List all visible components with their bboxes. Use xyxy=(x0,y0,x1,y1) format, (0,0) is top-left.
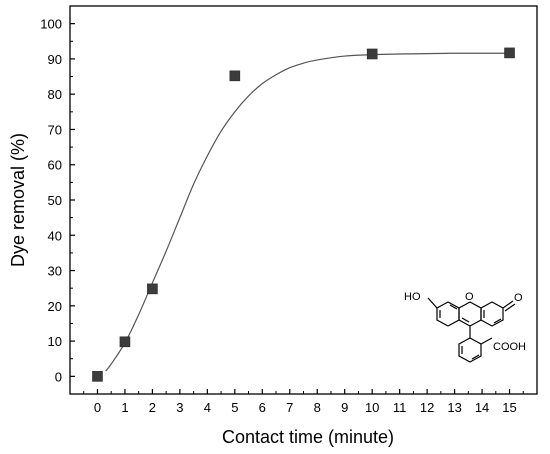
x-tick-label: 4 xyxy=(204,400,211,415)
y-tick-label: 10 xyxy=(48,334,62,349)
y-tick-label: 100 xyxy=(40,17,62,32)
x-tick-label: 13 xyxy=(447,400,461,415)
fit-curve-line xyxy=(105,52,510,372)
fluorescein-structure xyxy=(427,297,516,363)
central-ring-double-bond xyxy=(461,317,470,323)
x-tick-label: 15 xyxy=(502,400,516,415)
x-tick-label: 14 xyxy=(475,400,489,415)
fit-curve xyxy=(105,52,510,372)
ho-bond xyxy=(427,297,438,309)
lower-ring-double-bond-2 xyxy=(471,354,480,360)
carboxyl-label: COOH xyxy=(493,341,526,353)
x-axis-ticks: 0 1 2 3 4 5 6 7 8 9 10 11 12 13 14 15 xyxy=(83,389,524,415)
data-point xyxy=(229,70,241,82)
acid-bond xyxy=(480,337,493,345)
x-tick-label: 11 xyxy=(393,400,407,415)
x-tick-label: 12 xyxy=(420,400,434,415)
y-axis-ticks: 0 10 20 30 40 50 60 70 80 90 100 xyxy=(40,17,75,384)
ketone-bond-1 xyxy=(502,300,514,309)
y-tick-label: 90 xyxy=(48,52,62,67)
data-point xyxy=(92,371,103,382)
y-axis-title: Dye removal (%) xyxy=(8,133,28,267)
x-tick-label: 7 xyxy=(286,400,293,415)
y-tick-label: 40 xyxy=(48,228,62,243)
x-tick-label: 10 xyxy=(365,400,379,415)
y-tick-label: 20 xyxy=(48,299,62,314)
central-ring xyxy=(458,301,482,327)
x-tick-label: 3 xyxy=(176,400,183,415)
x-tick-label: 5 xyxy=(231,400,238,415)
ketone-bond-2 xyxy=(504,303,516,312)
ketone-oxygen-label: O xyxy=(514,292,523,304)
y-tick-label: 50 xyxy=(48,193,62,208)
x-axis-title: Contact time (minute) xyxy=(222,427,394,447)
x-tick-label: 1 xyxy=(121,400,128,415)
data-point xyxy=(119,336,131,348)
data-point xyxy=(504,47,515,59)
data-markers xyxy=(92,47,515,382)
hydroxyl-label: HO xyxy=(404,291,421,303)
data-point xyxy=(366,48,378,60)
y-tick-label: 70 xyxy=(48,122,62,137)
ring-oxygen-label: O xyxy=(465,291,474,303)
y-tick-label: 80 xyxy=(48,87,62,102)
x-tick-label: 8 xyxy=(314,400,321,415)
plot-frame xyxy=(69,5,538,395)
plot-border xyxy=(69,5,538,395)
x-tick-label: 0 xyxy=(94,400,101,415)
x-tick-label: 9 xyxy=(341,400,348,415)
data-point xyxy=(147,283,158,295)
right-ring-double-bond-2 xyxy=(493,318,502,324)
left-ring-double-bond-2 xyxy=(449,304,458,310)
y-tick-label: 30 xyxy=(48,264,62,279)
x-tick-label: 6 xyxy=(259,400,266,415)
y-tick-label: 0 xyxy=(55,369,62,384)
x-tick-label: 2 xyxy=(149,400,156,415)
y-tick-label: 60 xyxy=(48,158,62,173)
